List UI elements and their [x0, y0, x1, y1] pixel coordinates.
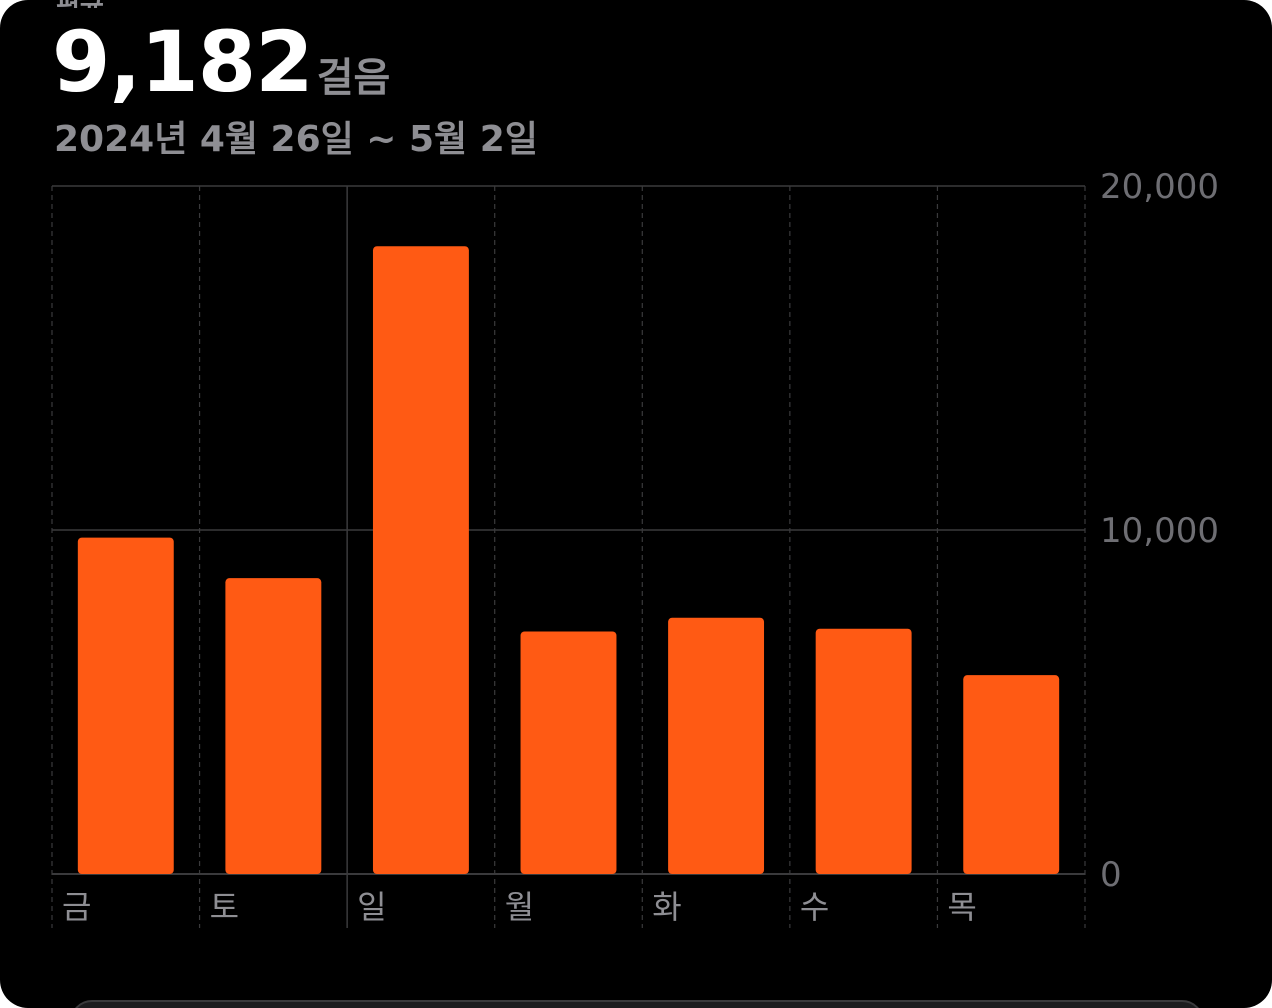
x-tick-label: 화	[652, 888, 681, 926]
bar-4	[668, 617, 765, 874]
x-tick-label: 금	[62, 888, 91, 926]
x-tick-label: 토	[210, 888, 239, 926]
bar-3	[520, 631, 617, 874]
total-steps-value: 9,182	[52, 13, 314, 111]
bar-2	[372, 246, 469, 874]
bar-6	[963, 675, 1060, 874]
y-tick-label: 0	[1100, 855, 1122, 895]
bottom-segment-control[interactable]	[70, 1000, 1204, 1008]
x-tick-label: 수	[800, 888, 829, 926]
y-tick-label: 10,000	[1100, 511, 1219, 551]
bar-5	[815, 628, 912, 874]
total-steps-unit: 걸음	[316, 55, 391, 101]
x-tick-label: 일	[357, 888, 386, 926]
date-range-label: 2024년 4월 26일 ~ 5월 2일	[54, 119, 538, 160]
x-tick-label: 목	[947, 888, 976, 926]
x-tick-label: 월	[505, 888, 534, 926]
bar-0	[77, 537, 174, 874]
y-tick-label: 20,000	[1100, 167, 1219, 207]
bar-1	[225, 578, 322, 874]
top-cutoff-label: 평균	[56, 0, 156, 8]
